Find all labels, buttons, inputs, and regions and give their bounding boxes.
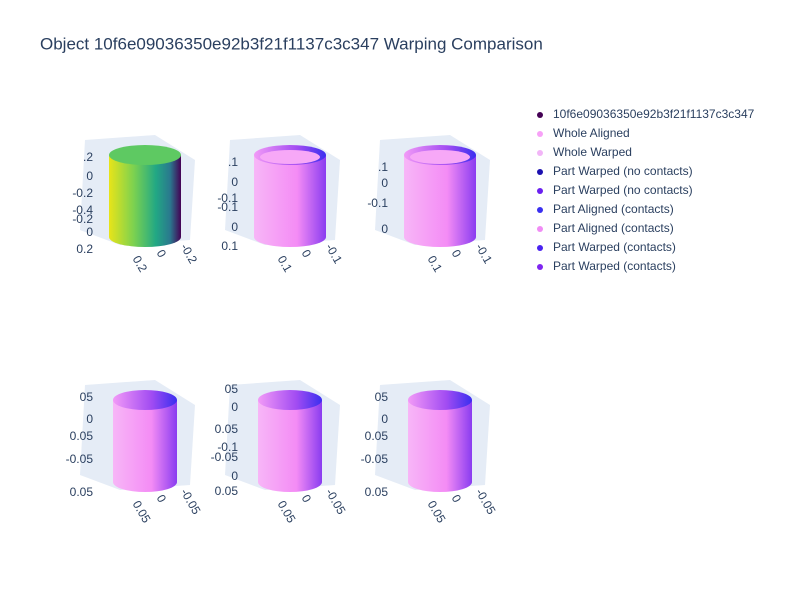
- legend-marker: [537, 264, 543, 270]
- point-cloud: [109, 145, 181, 165]
- z-tick-label: 0: [86, 225, 93, 239]
- x-tick-label: 0: [299, 492, 315, 505]
- z-tick-label: 0: [231, 220, 238, 234]
- point-cloud: [113, 472, 177, 492]
- x-tick-label: -0.2: [178, 241, 201, 266]
- scene: .10-0.100.1 0 -0.1: [367, 135, 495, 275]
- point-cloud-rim: [260, 150, 320, 164]
- legend-marker: [537, 150, 543, 156]
- z-tick-label: 0.1: [221, 239, 238, 253]
- point-cloud: [404, 227, 476, 247]
- point-cloud: [258, 472, 322, 492]
- point-cloud: [408, 390, 472, 410]
- point-cloud: [254, 155, 326, 237]
- legend-marker: [537, 112, 543, 118]
- x-tick-label: -0.05: [473, 486, 499, 517]
- legend-text: Part Warped (contacts): [553, 259, 676, 273]
- z-tick-label: -0.05: [66, 452, 94, 466]
- z-tick-label: -0.4: [72, 203, 93, 217]
- z-tick-label: -0.05: [361, 452, 389, 466]
- z-tick-label: .2: [83, 150, 93, 164]
- z-tick-label: 0.2: [76, 242, 93, 256]
- point-cloud: [113, 390, 177, 410]
- z-tick-label: 0.05: [70, 485, 94, 499]
- x-tick-label: -0.05: [178, 486, 204, 517]
- legend-text: Part Warped (no contacts): [553, 164, 693, 178]
- z-tick-label: 0: [231, 469, 238, 483]
- z-tick-label: 0: [381, 222, 388, 236]
- x-tick-label: 0: [154, 492, 170, 505]
- x-tick-label: 0.1: [275, 253, 296, 275]
- legend-marker: [537, 188, 543, 194]
- scene: .20-0.2-0.4-0.200.20.2 0 -0.2: [72, 135, 200, 275]
- z-tick-label: 0: [381, 176, 388, 190]
- x-tick-label: 0.05: [130, 498, 154, 526]
- legend-marker: [537, 245, 543, 251]
- legend-text: Part Warped (contacts): [553, 240, 676, 254]
- z-tick-label: 0: [231, 175, 238, 189]
- legend-marker: [537, 207, 543, 213]
- x-tick-label: 0: [449, 492, 465, 505]
- point-cloud: [258, 400, 322, 482]
- x-tick-label: 0: [449, 247, 465, 260]
- scene: .10-0.1-0.100.10.1 0 -0.1: [217, 135, 345, 275]
- z-tick-label: 0: [381, 412, 388, 426]
- z-tick-label: 0.05: [215, 484, 239, 498]
- z-tick-label: 0: [86, 412, 93, 426]
- z-tick-label: -0.2: [72, 212, 93, 226]
- x-tick-label: -0.1: [323, 241, 346, 266]
- point-cloud: [258, 390, 322, 410]
- z-tick-label: 0.05: [70, 429, 94, 443]
- z-tick-label: -0.2: [72, 186, 93, 200]
- point-cloud: [109, 227, 181, 247]
- z-tick-label: 0: [231, 400, 238, 414]
- x-tick-label: 0.2: [130, 253, 151, 275]
- point-cloud: [408, 472, 472, 492]
- point-cloud: [408, 400, 472, 482]
- z-tick-label: -0.1: [367, 196, 388, 210]
- point-cloud: [404, 155, 476, 237]
- z-tick-label: 0.05: [365, 429, 389, 443]
- legend-text: Part Warped (no contacts): [553, 183, 693, 197]
- point-cloud: [254, 227, 326, 247]
- point-cloud: [113, 400, 177, 482]
- x-tick-label: 0: [299, 247, 315, 260]
- x-tick-label: 0.05: [425, 498, 449, 526]
- z-tick-label: -0.1: [217, 440, 238, 454]
- legend-text: Part Aligned (contacts): [553, 202, 674, 216]
- legend-text: Whole Warped: [553, 145, 632, 159]
- legend-marker: [537, 169, 543, 175]
- z-tick-label: 0.05: [365, 485, 389, 499]
- legend-marker: [537, 226, 543, 232]
- z-tick-label: -0.05: [211, 450, 239, 464]
- z-tick-label: 0.05: [215, 422, 239, 436]
- point-cloud-rim: [410, 150, 470, 164]
- x-tick-label: 0.1: [425, 253, 446, 275]
- point-cloud: [109, 155, 181, 237]
- legend-marker: [537, 131, 543, 137]
- z-tick-label: .1: [228, 155, 238, 169]
- x-tick-label: 0.05: [275, 498, 299, 526]
- x-tick-label: -0.05: [323, 486, 349, 517]
- z-tick-label: 05: [375, 390, 389, 404]
- z-tick-label: -0.1: [217, 200, 238, 214]
- legend-text: Whole Aligned: [553, 126, 630, 140]
- z-tick-label: -0.1: [217, 191, 238, 205]
- legend-text: 10f6e09036350e92b3f21f1137c3c347: [553, 107, 755, 121]
- z-tick-label: .1: [378, 160, 388, 174]
- x-tick-label: 0: [154, 247, 170, 260]
- z-tick-label: 05: [225, 382, 239, 396]
- z-tick-label: 0: [86, 169, 93, 183]
- legend-text: Part Aligned (contacts): [553, 221, 674, 235]
- x-tick-label: -0.1: [473, 241, 496, 266]
- z-tick-label: 05: [80, 390, 94, 404]
- chart-title: Object 10f6e09036350e92b3f21f1137c3c347 …: [40, 34, 543, 53]
